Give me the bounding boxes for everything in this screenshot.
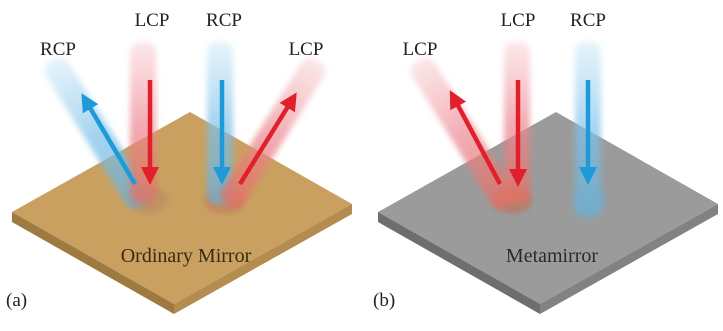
arrow-lcp-reflected-b — [449, 90, 502, 186]
panel-tag-b: (b) — [373, 290, 395, 311]
beam-lcp-reflected-b — [410, 57, 516, 209]
beam-rcp-reflected-a — [44, 57, 150, 209]
panel-b: LCP LCP RCP Metamirror (b) — [373, 10, 718, 314]
arrow-rcp-reflected-a — [81, 93, 137, 186]
panel-tag-a: (a) — [6, 290, 27, 311]
beam-label-rcp-2: RCP — [206, 10, 242, 31]
beam-label-rcp-3: RCP — [570, 10, 606, 31]
metamirror — [378, 112, 718, 314]
ordinary-mirror — [12, 112, 352, 314]
panel-a: RCP LCP RCP LCP Ordinary Mirror (a) — [6, 10, 352, 314]
arrow-lcp-reflected-a — [238, 92, 297, 186]
beam-label-lcp-1: LCP — [135, 10, 170, 31]
beam-label-lcp-3: LCP — [403, 39, 438, 60]
beam-label-rcp-1: RCP — [40, 39, 76, 60]
mirror-label-metamirror: Metamirror — [506, 245, 599, 267]
mirror-label-ordinary: Ordinary Mirror — [121, 245, 252, 267]
beam-label-lcp-2: LCP — [289, 39, 324, 60]
beam-label-lcp-4: LCP — [501, 10, 536, 31]
